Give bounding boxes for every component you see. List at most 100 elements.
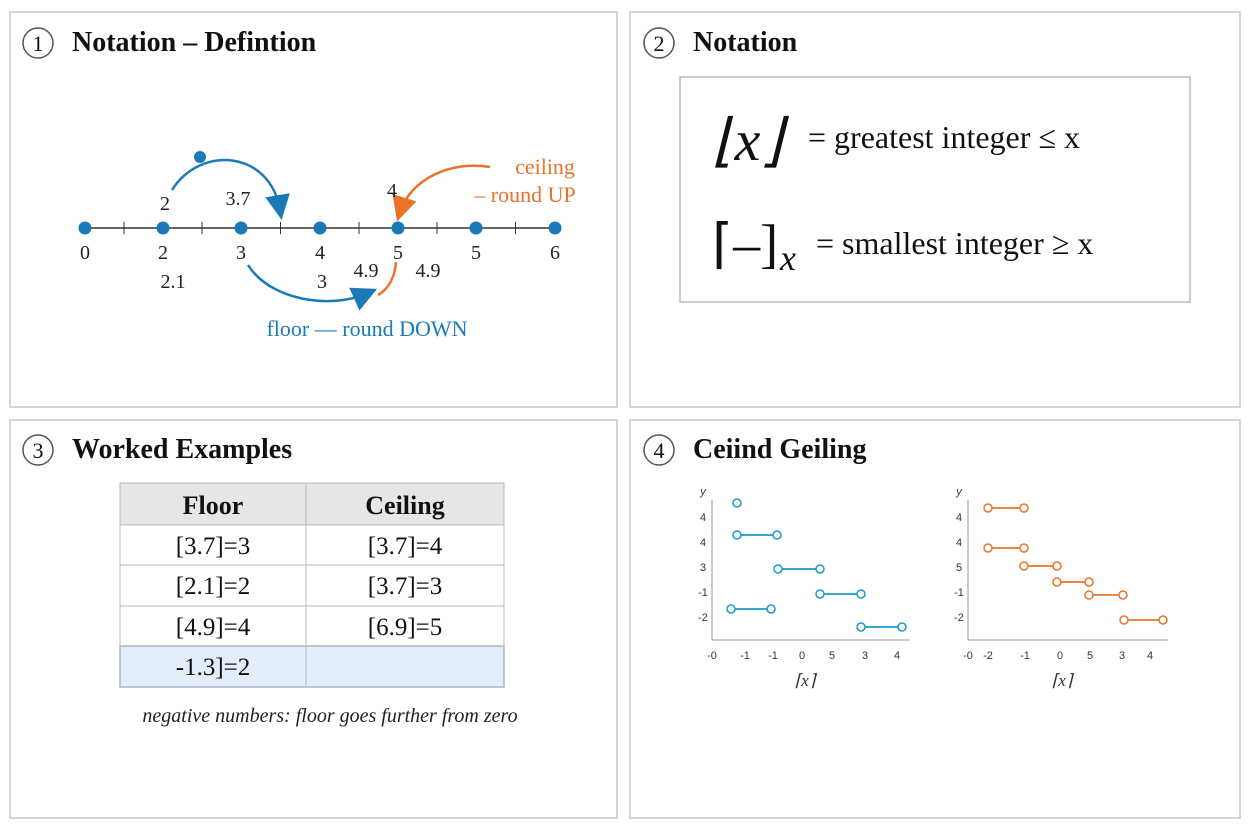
y-tick-label: 3	[700, 562, 706, 574]
label: 4.9	[354, 260, 379, 282]
y-label: y	[699, 486, 707, 498]
endpoint	[772, 530, 782, 540]
point	[548, 221, 562, 235]
axis-label: 6	[550, 242, 560, 264]
ceiling-label: ceiling	[515, 154, 575, 179]
point	[234, 221, 248, 235]
x-tick-label: 0	[799, 650, 805, 662]
ceil-sub: x	[779, 238, 796, 278]
floor-symbol: ⌊x⌋	[712, 108, 789, 173]
y-tick-label: -1	[698, 587, 708, 599]
axis-label: 0	[80, 242, 90, 264]
badge	[643, 434, 675, 466]
endpoint	[1084, 590, 1094, 600]
badge-number: 2	[654, 31, 665, 56]
axis-label: 5	[471, 242, 481, 264]
box	[679, 76, 1191, 303]
panel	[629, 419, 1241, 819]
axis-label: 3	[236, 242, 246, 264]
endpoint	[1158, 615, 1168, 625]
point	[469, 221, 483, 235]
x-tick-label: -1	[740, 650, 750, 662]
ceiling-arrow	[377, 261, 398, 297]
x-tick-label: -2	[983, 650, 993, 662]
number-line: ceiling – round UP floor — round DOWN 0 2…	[78, 151, 576, 341]
step-plots: y 4 4 3 -1 -2 -0 -1 -1 0 5 3 4 ⌈x⌉ y 4 4 5 -1 -2 -0 -2 -1 0 5 3 4 ⌈…	[698, 486, 1168, 690]
endpoint	[1084, 577, 1094, 587]
caption: negative numbers: floor goes further fro…	[142, 705, 517, 727]
panel-title: Ceiind Geiling	[693, 434, 866, 465]
ceiling-sub: – round UP	[473, 182, 575, 207]
endpoint	[1019, 543, 1029, 553]
y-tick-label: 4	[956, 512, 962, 524]
ceiling-arrow	[392, 164, 491, 222]
y-tick-label: -2	[954, 612, 964, 624]
endpoint	[1052, 561, 1062, 571]
badge	[22, 27, 54, 59]
label: 4.9	[416, 260, 441, 282]
badge	[643, 27, 675, 59]
endpoint	[726, 604, 736, 614]
endpoint	[1119, 615, 1129, 625]
endpoint	[815, 564, 825, 574]
headings: 1 Notation – Defintion 2 Notation 3 Work…	[22, 27, 866, 466]
point	[313, 221, 327, 235]
x-tick-label: -0	[707, 650, 717, 662]
header-bg	[120, 483, 504, 525]
cell: [6.9]=5	[368, 614, 443, 641]
panel	[9, 419, 618, 819]
endpoint	[773, 564, 783, 574]
cell: -1.3]=2	[176, 654, 251, 681]
panel-title: Notation	[693, 27, 798, 58]
header-cell: Floor	[183, 491, 244, 520]
ceil-def: = smallest integer ≥ x	[816, 225, 1093, 261]
x-tick-label: 3	[862, 650, 868, 662]
cell: [3.7]=4	[368, 533, 443, 560]
endpoint	[983, 543, 993, 553]
x-tick-label: 3	[1119, 650, 1125, 662]
y-tick-label: 4	[700, 512, 706, 524]
endpoint	[983, 503, 993, 513]
y-tick-label: 5	[956, 562, 962, 574]
endpoint	[1118, 590, 1128, 600]
badge-number: 1	[33, 31, 44, 56]
x-tick-label: -0	[963, 650, 973, 662]
panel-title: Worked Examples	[72, 434, 292, 465]
endpoint	[1052, 577, 1062, 587]
point	[78, 221, 92, 235]
endpoint	[1019, 503, 1029, 513]
label: 3.7	[226, 188, 251, 210]
x-tick-label: 4	[1147, 650, 1153, 662]
y-label: y	[955, 486, 963, 498]
endpoint	[856, 589, 866, 599]
floor-arrow	[246, 264, 378, 311]
point	[391, 221, 405, 235]
badge	[22, 434, 54, 466]
endpoint	[856, 622, 866, 632]
y-tick-label: -2	[698, 612, 708, 624]
x-tick-label: 5	[829, 650, 835, 662]
endpoint	[815, 589, 825, 599]
cell: [3.7]=3	[176, 533, 251, 560]
x-tick-label: 0	[1057, 650, 1063, 662]
floor-def: = greatest integer ≤ x	[808, 119, 1080, 155]
axis-label: 4	[315, 242, 325, 264]
x-tick-label: 5	[1087, 650, 1093, 662]
x-tick-label: -1	[1020, 650, 1030, 662]
ceil-symbol: ⌈–]	[712, 214, 778, 274]
y-tick-label: -1	[954, 587, 964, 599]
point	[156, 221, 170, 235]
endpoint	[732, 498, 742, 508]
axis-label: 5	[393, 242, 403, 264]
floor-arrow	[170, 158, 290, 220]
badge-number: 4	[654, 438, 665, 463]
label: 3	[317, 271, 327, 293]
table: negative numbers: floor goes further fro…	[119, 482, 518, 727]
axis-label: 2	[158, 242, 168, 264]
dot	[194, 151, 206, 163]
x-label: ⌈x⌉	[1052, 671, 1075, 690]
panel-title: Notation – Defintion	[72, 27, 317, 58]
endpoint	[732, 530, 742, 540]
endpoint	[1019, 561, 1029, 571]
